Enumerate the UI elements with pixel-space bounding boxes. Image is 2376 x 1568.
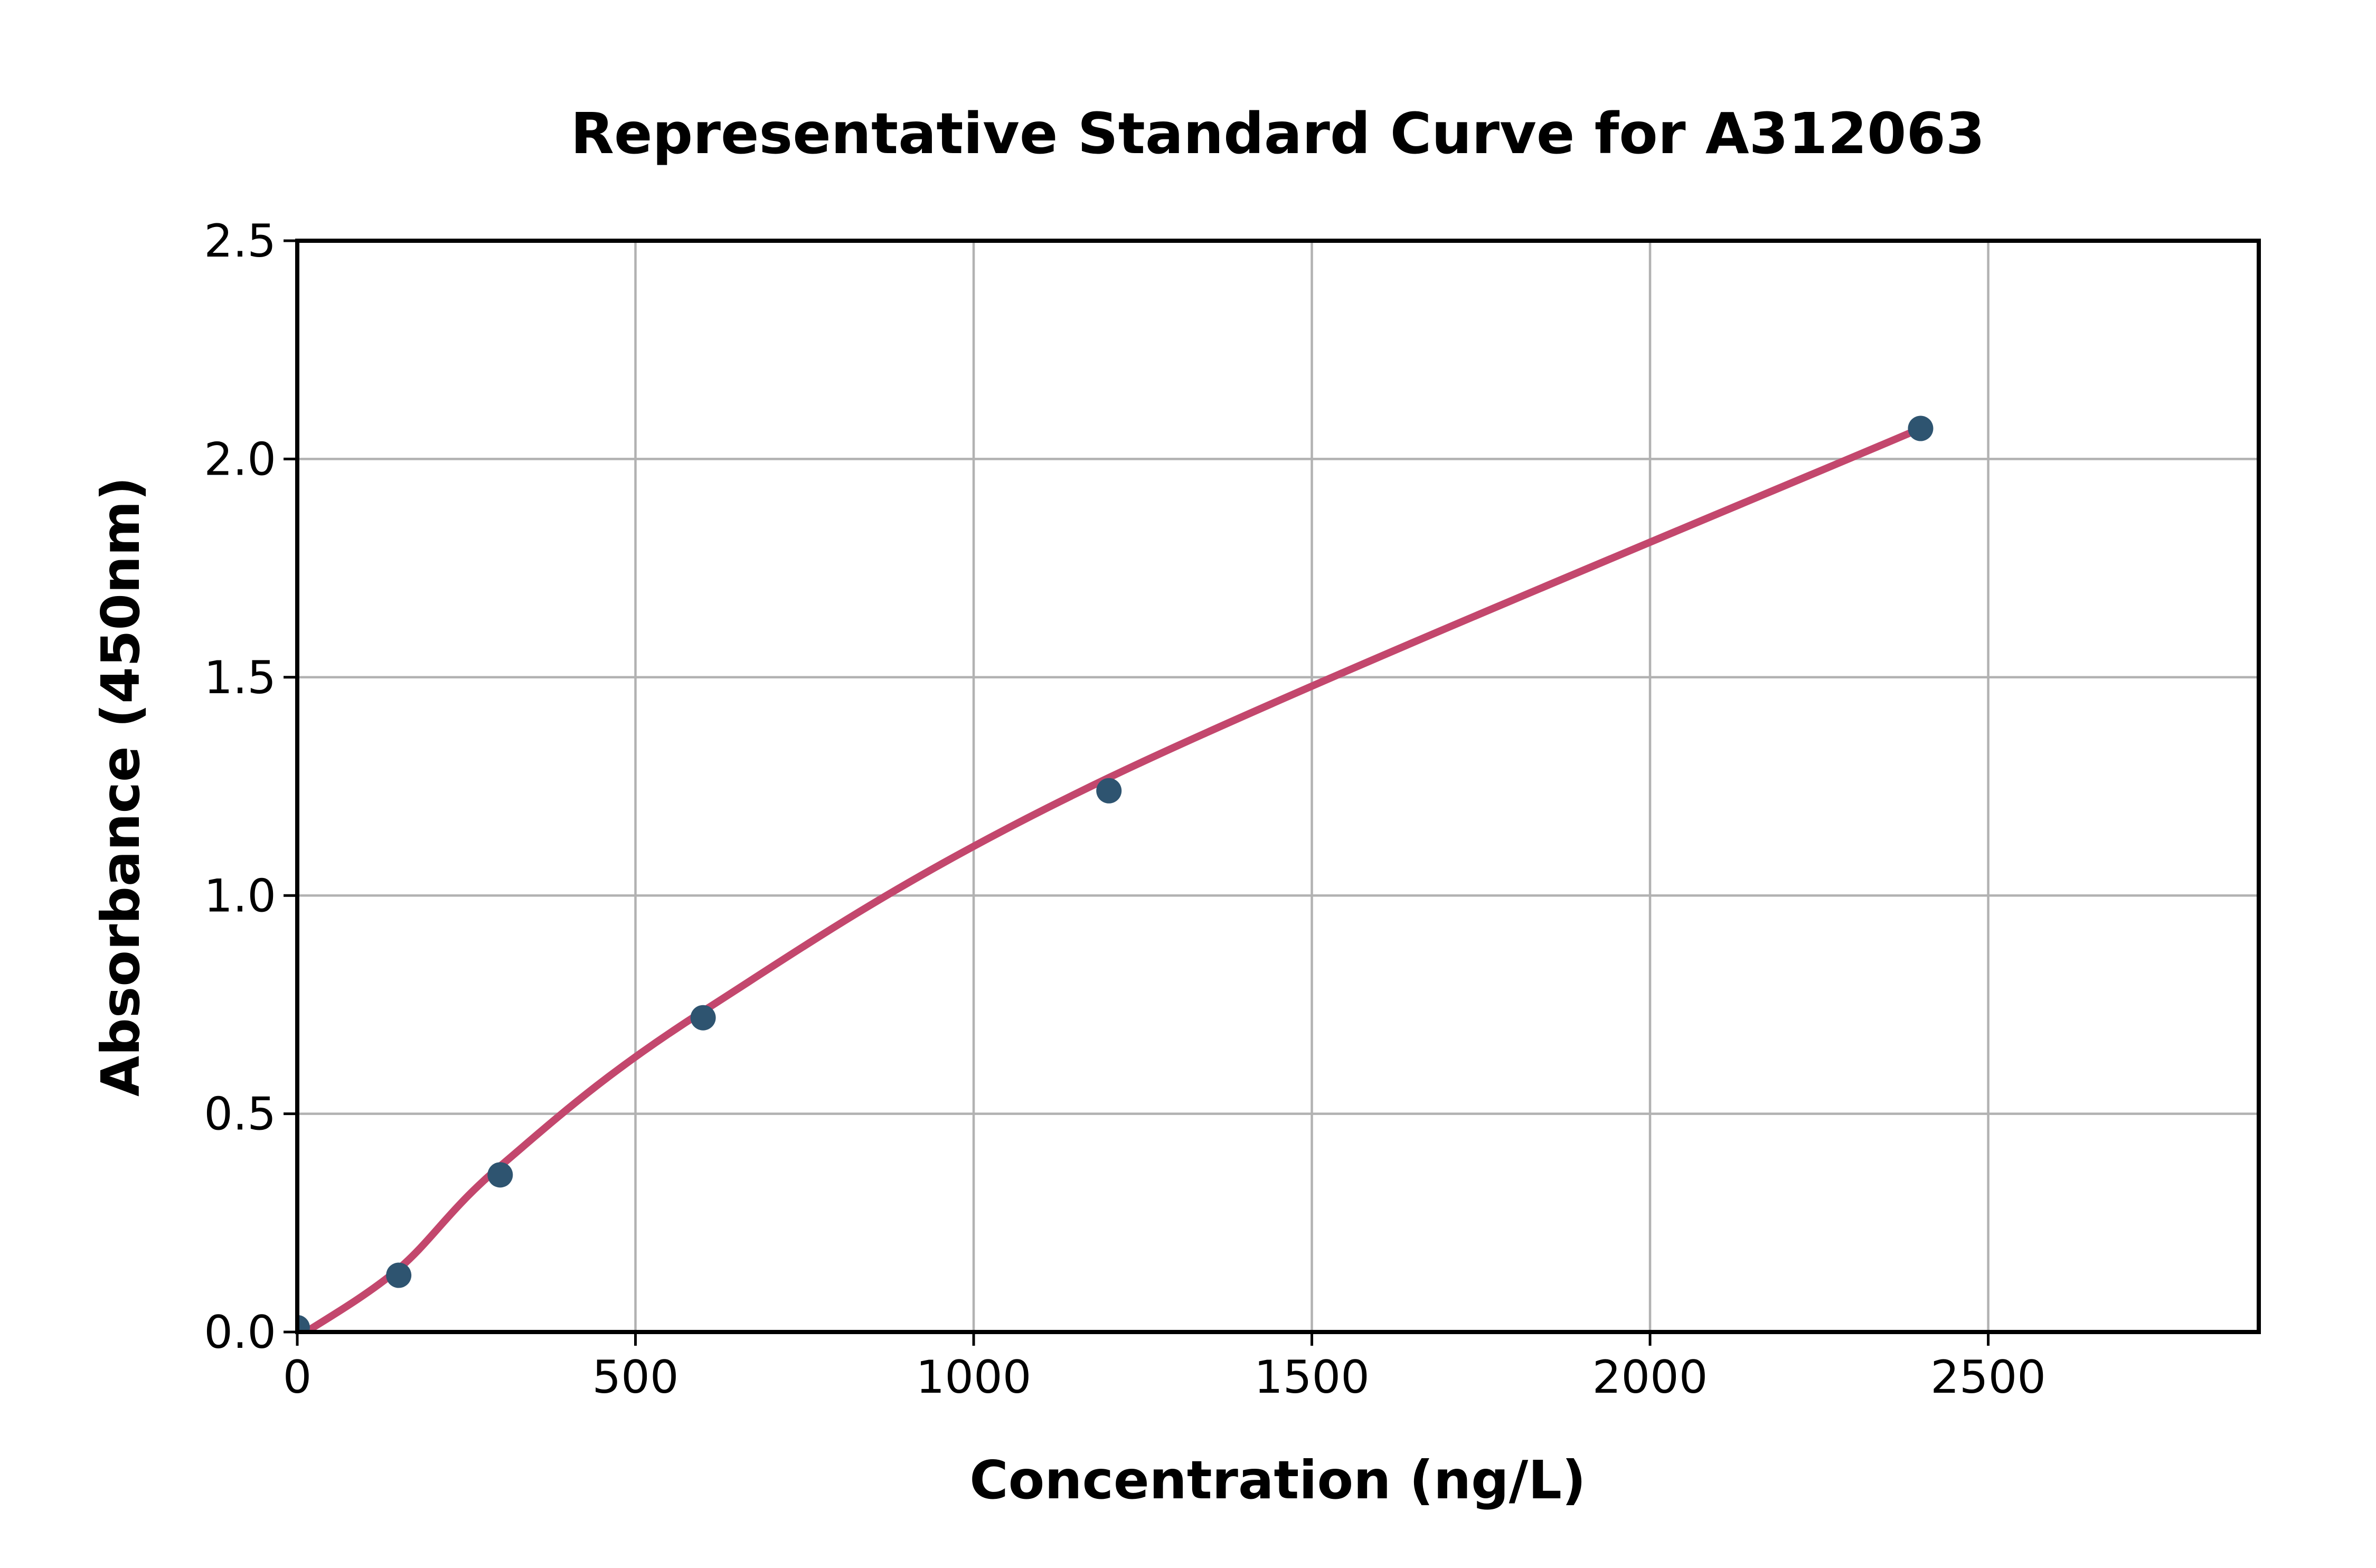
x-tick-label-500: 500 [592, 1351, 678, 1404]
y-tick-label-1: 1.0 [204, 870, 276, 922]
data-point-4 [1096, 778, 1122, 804]
fitted-curve-line [299, 424, 1925, 1332]
axis-tick-labels: 0 500 1000 1500 2000 2500 0.0 0.5 1.0 1.5 2.0 2.5 [204, 215, 2046, 1404]
data-point-1 [386, 1262, 412, 1288]
y-tick-label-0.5: 0.5 [204, 1088, 276, 1141]
data-point-3 [690, 1005, 716, 1031]
fitted-curve-layer [299, 424, 1925, 1332]
x-axis-label: Concentration (ng/L) [969, 1449, 1586, 1511]
y-tick-label-2: 2.0 [204, 433, 276, 486]
x-tick-label-2000: 2000 [1592, 1351, 1708, 1404]
x-tick-label-0: 0 [283, 1351, 312, 1404]
y-tick-label-2.5: 2.5 [204, 215, 276, 268]
x-tick-label-1500: 1500 [1254, 1351, 1370, 1404]
y-axis-label: Absorbance (450nm) [90, 477, 152, 1097]
data-point-0 [297, 1315, 310, 1332]
axes-box [295, 239, 2261, 1334]
axis-ticks [284, 239, 1990, 1346]
x-tick-label-2500: 2500 [1930, 1351, 2046, 1404]
gridlines [297, 239, 2259, 1332]
y-tick-label-1.5: 1.5 [204, 651, 276, 704]
y-tick-label-0: 0.0 [204, 1306, 276, 1359]
data-point-5 [1908, 415, 1934, 441]
data-points-layer [297, 415, 1934, 1332]
chart-title: Representative Standard Curve for A31206… [571, 101, 1985, 167]
data-point-2 [487, 1162, 513, 1188]
x-tick-label-1000: 1000 [916, 1351, 1032, 1404]
